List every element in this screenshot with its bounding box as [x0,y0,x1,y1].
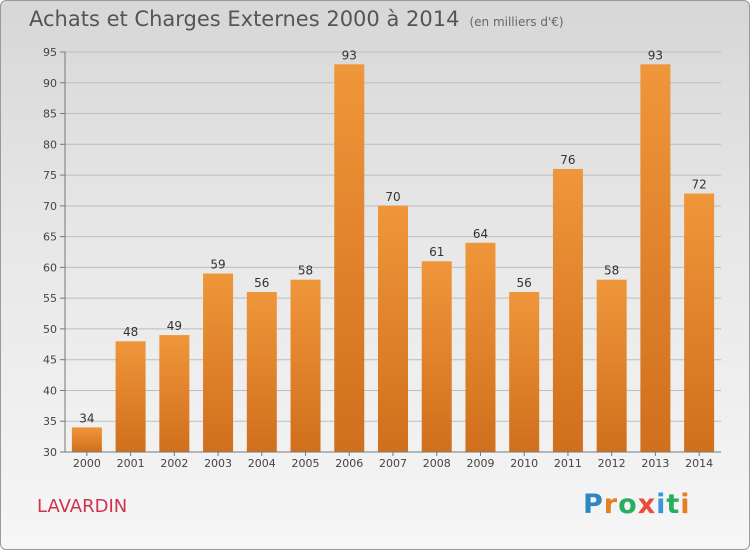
x-tick-label-2000: 2000 [73,457,101,470]
x-tick-label-2007: 2007 [379,457,407,470]
bar-2009 [465,242,496,452]
x-tick-label-2011: 2011 [554,457,582,470]
data-label-2005: 58 [298,264,313,278]
x-tick-label-2010: 2010 [510,457,538,470]
brand-logo: Proxiti [583,489,691,520]
y-tick-label: 70 [43,200,57,213]
y-tick-label: 60 [43,261,57,274]
data-label-2002: 49 [167,319,182,333]
data-label-2008: 61 [429,245,444,259]
data-label-2014: 72 [691,178,706,192]
chart-title-text: Achats et Charges Externes 2000 à 2014 [29,7,460,31]
x-tick-label-2001: 2001 [117,457,145,470]
bar-2008 [421,261,452,452]
data-label-2000: 34 [79,411,94,425]
data-label-2007: 70 [385,190,400,204]
bar-2002 [159,335,190,452]
bar-2011 [552,168,583,452]
brand-letter: i [680,489,691,520]
x-tick-label-2008: 2008 [423,457,451,470]
x-tick-label-2006: 2006 [335,457,363,470]
bar-2003 [203,273,234,452]
brand-letter: i [656,489,667,520]
y-tick-label: 65 [43,231,57,244]
bar-2014 [684,193,715,453]
y-tick-label: 35 [43,415,57,428]
chart-subtitle: (en milliers d'€) [469,15,564,29]
data-label-2004: 56 [254,276,269,290]
x-tick-label-2013: 2013 [641,457,669,470]
brand-letter: P [583,489,604,520]
y-tick-label: 45 [43,354,57,367]
bar-2007 [378,205,408,452]
data-label-2010: 56 [517,276,532,290]
y-tick-label: 85 [43,108,57,121]
data-label-2009: 64 [473,227,488,241]
place-name: LAVARDIN [37,496,128,517]
bar-2013 [640,64,671,453]
brand-letter: o [618,489,638,520]
y-tick-label: 40 [43,384,57,397]
y-tick-label: 30 [43,446,57,459]
x-tick-label-2003: 2003 [204,457,232,470]
chart-title: Achats et Charges Externes 2000 à 2014 (e… [29,7,564,31]
bar-2004 [246,292,277,452]
data-label-2013: 93 [648,48,663,62]
x-tick-label-2009: 2009 [466,457,494,470]
x-tick-label-2004: 2004 [248,457,276,470]
bar-2012 [596,279,627,452]
bar-2010 [509,292,540,452]
data-label-2011: 76 [560,153,575,167]
x-tick-label-2012: 2012 [598,457,626,470]
data-label-2003: 59 [210,258,225,272]
bar-2001 [115,341,146,452]
bar-2005 [290,279,321,452]
bar-2000 [71,427,102,452]
x-tick-label-2002: 2002 [160,457,188,470]
bar-2006 [334,64,365,453]
y-tick-label: 50 [43,323,57,336]
data-label-2012: 58 [604,264,619,278]
brand-letter: x [637,489,657,520]
y-tick-label: 95 [43,46,57,59]
y-tick-label: 55 [43,292,57,305]
data-label-2006: 93 [342,48,357,62]
brand-letter: t [666,489,681,520]
y-tick-label: 90 [43,77,57,90]
x-tick-label-2005: 2005 [292,457,320,470]
y-tick-label: 80 [43,138,57,151]
brand-letter: r [603,489,619,520]
data-label-2001: 48 [123,325,138,339]
y-tick-label: 75 [43,169,57,182]
x-tick-label-2014: 2014 [685,457,713,470]
